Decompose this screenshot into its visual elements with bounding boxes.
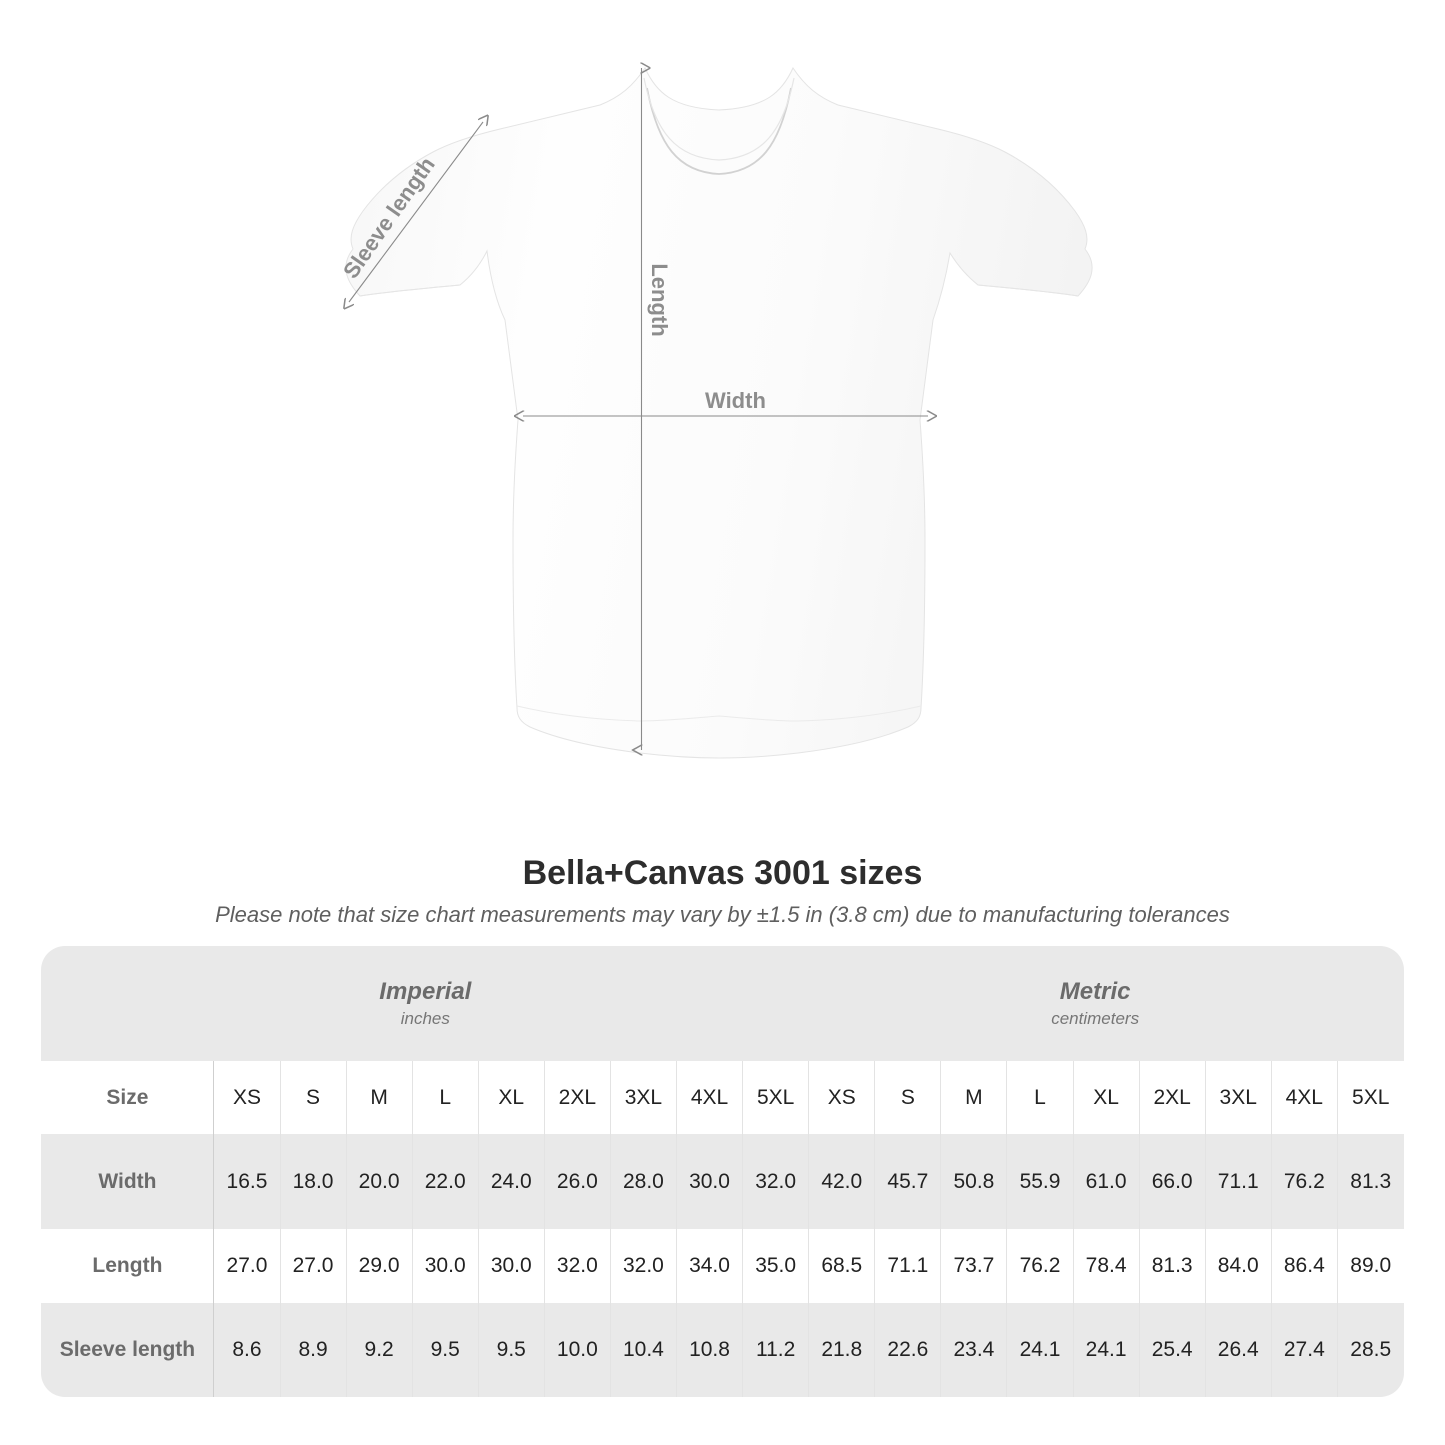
svg-text:Width: Width: [705, 388, 766, 413]
svg-text:Length: Length: [647, 263, 672, 336]
